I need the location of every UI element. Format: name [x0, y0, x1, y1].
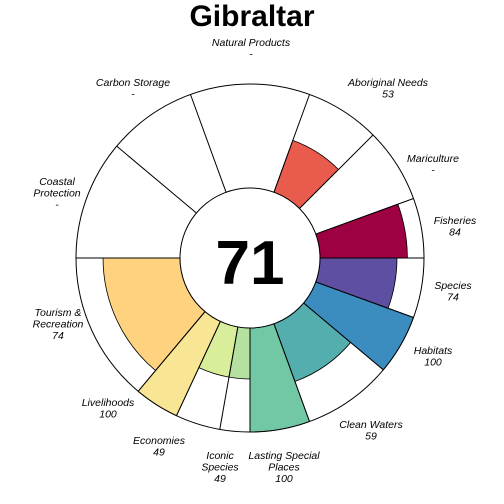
- petal-value-mariculture: -: [431, 165, 435, 177]
- petal-name-iconic-species: Species: [201, 462, 239, 474]
- petal-name-lasting-special-places: Places: [268, 462, 300, 474]
- petal-name-livelihoods: Livelihoods: [82, 397, 135, 409]
- petal-name-iconic-species: Iconic: [206, 450, 234, 462]
- petal-value-lasting-special-places: 100: [275, 473, 293, 485]
- chart-title: Gibraltar: [189, 0, 314, 33]
- petal-label-mariculture: Mariculture -: [407, 153, 459, 177]
- petal-divider: [219, 326, 239, 430]
- petal-label-fisheries: Fisheries 84: [434, 215, 477, 239]
- petal-value-habitats: 100: [424, 357, 442, 369]
- petal-name-species: Species: [434, 280, 472, 292]
- petal-outline-carbon-storage: [116, 94, 227, 213]
- petal-label-aboriginal-needs: Aboriginal Needs 53: [347, 77, 429, 101]
- petal-label-economies: Economies 49: [133, 435, 186, 459]
- petal-dividers: [76, 94, 424, 432]
- petal-name-aboriginal-needs: Aboriginal Needs: [347, 77, 429, 89]
- petal-value-natural-products: -: [249, 49, 253, 61]
- petal-name-coastal-protection: Protection: [33, 188, 80, 200]
- petal-outline-natural-products: [190, 83, 310, 193]
- petal-label-carbon-storage: Carbon Storage -: [96, 77, 170, 101]
- petal-value-carbon-storage: -: [131, 89, 135, 101]
- petal-name-mariculture: Mariculture: [407, 153, 459, 165]
- petal-name-tourism-and-recreation: Tourism &: [35, 307, 82, 319]
- petal-label-iconic-species: Iconic Species 49: [201, 450, 239, 485]
- petal-label-coastal-protection: Coastal Protection -: [33, 176, 80, 211]
- petal-name-tourism-and-recreation: Recreation: [33, 319, 84, 331]
- petal-name-clean-waters: Clean Waters: [339, 419, 403, 431]
- petal-name-lasting-special-places: Lasting Special: [248, 450, 320, 462]
- petal-label-clean-waters: Clean Waters 59: [339, 419, 403, 443]
- petal-label-habitats: Habitats 100: [414, 345, 453, 369]
- petal-divider: [303, 302, 384, 371]
- petal-divider: [176, 321, 221, 416]
- petal-divider: [315, 281, 414, 318]
- petal-name-natural-products: Natural Products: [212, 37, 291, 49]
- petal-label-lasting-special-places: Lasting Special Places 100: [248, 450, 320, 485]
- petal-divider: [315, 198, 414, 235]
- petal-value-fisheries: 84: [449, 227, 461, 239]
- petal-value-species: 74: [447, 292, 459, 304]
- petal-name-habitats: Habitats: [414, 345, 453, 357]
- petal-value-clean-waters: 59: [365, 431, 377, 443]
- petal-divider: [273, 94, 310, 193]
- petal-divider: [137, 311, 206, 392]
- petal-value-aboriginal-needs: 53: [382, 89, 394, 101]
- outer-ring: [75, 83, 425, 433]
- overall-score: 71: [216, 229, 285, 298]
- petal-divider: [299, 134, 374, 209]
- petal-label-species: Species 74: [434, 280, 472, 304]
- petal-value-iconic-species: 49: [214, 473, 226, 485]
- petal-value-economies: 49: [153, 447, 165, 459]
- petal-label-livelihoods: Livelihoods 100: [82, 397, 135, 421]
- petal-value-livelihoods: 100: [99, 409, 117, 421]
- center-disc: [179, 187, 321, 329]
- petal-outline-coastal-protection: [75, 146, 197, 258]
- petal-label-natural-products: Natural Products -: [212, 37, 291, 61]
- petal-label-tourism-and-recreation: Tourism & Recreation 74: [33, 307, 84, 342]
- petal-divider: [190, 94, 227, 193]
- petal-value-tourism-and-recreation: 74: [52, 330, 64, 342]
- petal-divider: [116, 145, 197, 214]
- petal-name-economies: Economies: [133, 435, 186, 447]
- petal-name-carbon-storage: Carbon Storage: [96, 77, 170, 89]
- petal-divider: [273, 323, 310, 422]
- petal-fills: [102, 139, 415, 433]
- petal-value-coastal-protection: -: [55, 199, 59, 211]
- petal-name-fisheries: Fisheries: [434, 215, 477, 227]
- petal-name-coastal-protection: Coastal: [39, 176, 75, 188]
- petal-outline-mariculture: [299, 134, 414, 235]
